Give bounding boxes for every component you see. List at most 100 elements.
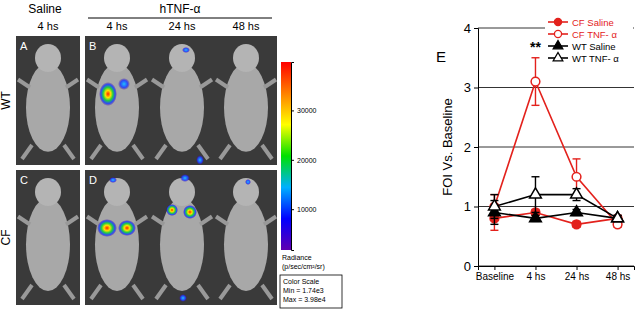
mouse-limb [216,80,228,88]
mouse-body [26,198,70,291]
tick: 48 hs [606,266,630,282]
tick-label: 48 hs [606,271,630,282]
tick: 4 [464,21,478,36]
error-bar-cap [490,194,498,195]
legend-item: WT Saline [548,40,616,51]
marker [571,188,583,198]
luminescence [183,205,197,219]
error-bar-cap [490,230,498,231]
mouse-limb [262,285,272,299]
image-tile: A [16,36,80,165]
mouse-limb [135,80,147,88]
error-bar-cap [490,194,498,195]
mouse-limb [200,217,212,225]
luminescence [97,219,117,237]
tick-label: 4 [464,21,471,36]
error-bar-cap [531,176,539,177]
mouse-limb [156,145,166,159]
mouse-head [104,44,130,72]
luminescence [245,179,251,185]
tick-mark [577,266,578,270]
error-bar-cap [531,105,539,106]
tick-mark [474,88,478,89]
luminescence [118,220,136,236]
panel-letter: A [20,40,28,52]
annotation: ** [530,39,541,55]
luminescence [99,82,117,106]
mouse-head [233,178,259,206]
tick-label: 0 [464,259,471,274]
tick: 3 [464,80,478,95]
panel-letter: B [89,40,96,52]
marker [530,188,542,198]
y-axis: 01234 [464,21,479,274]
grid-line [478,147,634,148]
x-axis: Baseline4 hs24 hs48 hs [476,266,635,282]
error-bar-cap [573,158,581,159]
legend-item: CF TNF- α [548,29,617,40]
row-label: CF [0,230,13,246]
mouse-limb [156,285,166,299]
luminescence [182,47,190,53]
legend-label: CF TNF- α [572,29,617,40]
marker [571,206,583,216]
mouse-limb [66,80,78,88]
error-bar [531,58,539,106]
legend-box [545,16,633,68]
mouse-limb [262,145,272,159]
image-panel: SalinehTNF-α4 hs4 hs24 hs48 hsWTCFABCD10… [0,2,342,308]
mouse-body [160,198,204,291]
image-background [16,170,80,305]
image-tile: B [85,36,277,165]
marker [572,220,581,229]
image-background [85,170,277,305]
mouse-limb [152,80,164,88]
mouse-limb [133,285,143,299]
tick-mark [618,266,619,270]
tick: 30000 [291,107,317,114]
color-bar [281,62,291,250]
tick-mark [291,160,294,161]
color-scale-text: Max = 3.98e4 [283,296,326,303]
grid-line [478,87,634,88]
luminescence [179,294,187,302]
series [489,201,624,225]
axis-line [479,267,635,271]
error-bar-cap [573,200,581,201]
mouse-limb [264,217,276,225]
mouse-head [104,178,130,206]
mouse-limb [22,285,32,299]
mouse-limb [87,217,99,225]
tick-label: 24 hs [565,271,589,282]
legend-label: WT TNF- α [572,53,619,64]
mouse-limb [64,285,74,299]
tick-label: 20000 [297,157,317,164]
error-bar-cap [490,218,498,219]
tick: 1 [464,199,478,214]
tick: 24 hs [565,266,589,282]
luminescence [180,174,190,182]
mouse-limb [66,217,78,225]
tick: 4 hs [527,266,546,282]
mouse-limb [220,285,230,299]
mouse-body [224,63,268,152]
error-bar-cap [490,218,498,219]
figure: SalinehTNF-α4 hs4 hs24 hs48 hsWTCFABCD10… [0,0,638,316]
row-label: WT [0,91,13,110]
tick-mark [291,209,294,210]
luminescence [109,177,117,183]
legend-item: WT TNF- α [548,52,619,63]
mouse-limb [216,217,228,225]
axis-line [292,63,295,251]
tick-mark [474,266,478,267]
color-scale-text: Min = 1.74e3 [283,287,324,294]
mouse-limb [264,80,276,88]
column-group-label: hTNF-α [160,2,201,16]
line [494,195,617,219]
column-label: 4 hs [107,20,128,32]
mouse-limb [200,80,212,88]
marker [531,77,540,86]
tick-label: 4 hs [527,271,546,282]
tick: 10000 [291,206,317,213]
axis-line [474,29,479,267]
